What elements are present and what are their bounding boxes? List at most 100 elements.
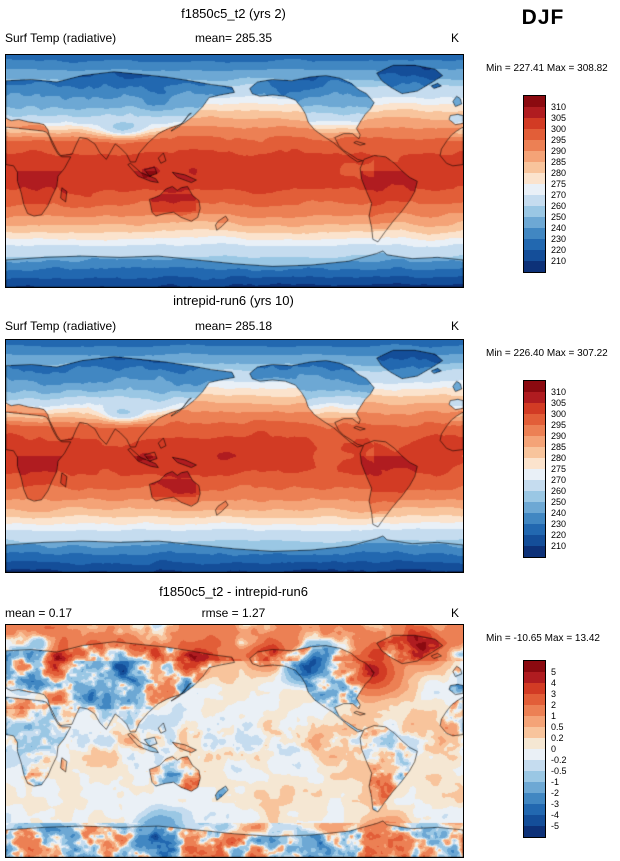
colorbar-block: [524, 535, 545, 546]
colorbar-tick: 300: [551, 124, 567, 134]
model2-temperature-map: [5, 339, 464, 573]
colorbar-tick: -3: [551, 799, 560, 809]
colorbar-tick: 240: [551, 223, 567, 233]
colorbar-tick: 230: [551, 519, 567, 529]
colorbar-tick: 290: [551, 431, 567, 441]
colorbar-block: [524, 151, 545, 162]
colorbar-tick: 275: [551, 464, 567, 474]
colorbar-tick: 305: [551, 113, 567, 123]
colorbar-tick: 0.2: [551, 733, 564, 743]
colorbar-block: [524, 524, 545, 535]
colorbar-block: [524, 804, 545, 815]
difference-map: [5, 624, 464, 858]
colorbar-tick: 1: [551, 711, 557, 721]
panel3-minmax-label: Min = -10.65 Max = 13.42: [486, 633, 600, 644]
panel1-header: Surf Temp (radiative) mean= 285.35 K: [5, 31, 462, 45]
colorbar-block: [524, 513, 545, 524]
colorbar-block: [524, 815, 545, 826]
colorbar-tick: 280: [551, 168, 567, 178]
colorbar-tick: -0.5: [551, 766, 567, 776]
panel2-minmax-label: Min = 226.40 Max = 307.22: [486, 348, 608, 359]
colorbar-block: [524, 250, 545, 261]
colorbar-tick: 280: [551, 453, 567, 463]
colorbar-block: [524, 184, 545, 195]
colorbar-block: [524, 447, 545, 458]
panel3-header: mean = 0.17 rmse = 1.27 K: [5, 606, 462, 620]
colorbar-tick: 275: [551, 179, 567, 189]
colorbar-block: [524, 738, 545, 749]
colorbar-tick: 220: [551, 245, 567, 255]
colorbar-tick: 260: [551, 486, 567, 496]
colorbar-tick: 305: [551, 398, 567, 408]
panel2-colorbar: 310 305 300 295 290 285 280 275 270 260 250 240 230 2…: [523, 380, 566, 558]
colorbar-block: [524, 162, 545, 173]
colorbar-blocks: [523, 660, 546, 838]
colorbar-tick: 285: [551, 157, 567, 167]
colorbar-block: [524, 727, 545, 738]
panel1-variable-label: Surf Temp (radiative): [5, 31, 117, 45]
colorbar-tick: 300: [551, 409, 567, 419]
colorbar-tick: 210: [551, 256, 567, 266]
panel3-title: f1850c5_t2 - intrepid-run6: [159, 584, 308, 599]
colorbar-block: [524, 793, 545, 804]
colorbar-tick: 290: [551, 146, 567, 156]
colorbar-block: [524, 771, 545, 782]
colorbar-tick: 5: [551, 667, 557, 677]
colorbar-blocks: [523, 380, 546, 558]
colorbar-tick: 310: [551, 102, 567, 112]
panel1-mean-label: mean= 285.35: [194, 31, 273, 45]
colorbar-block: [524, 392, 545, 403]
colorbar-block: [524, 760, 545, 771]
colorbar-tick: 260: [551, 201, 567, 211]
colorbar-tick: 285: [551, 442, 567, 452]
colorbar-block: [524, 491, 545, 502]
colorbar-block: [524, 96, 545, 107]
panel2-variable-label: Surf Temp (radiative): [5, 319, 117, 333]
colorbar-block: [524, 173, 545, 184]
model1-temperature-map: [5, 54, 464, 288]
panel3-rmse-label: rmse = 1.27: [201, 606, 266, 620]
colorbar-tick: 0: [551, 744, 557, 754]
panel2-units-label: K: [450, 319, 459, 333]
season-label: DJF: [521, 6, 565, 29]
panel2-title: intrepid-run6 (yrs 10): [173, 293, 294, 308]
panel3-colorbar: 5 4 3 2 1 0.5 0.2 0 -0.2 -0.5 -1 -2 -3 -4 -5: [523, 660, 567, 838]
colorbar-block: [524, 705, 545, 716]
colorbar-block: [524, 672, 545, 683]
panel1-title: f1850c5_t2 (yrs 2): [181, 6, 286, 21]
colorbar-tick: -1: [551, 777, 560, 787]
colorbar-block: [524, 118, 545, 129]
colorbar-tick: 295: [551, 420, 567, 430]
colorbar-block: [524, 716, 545, 727]
colorbar-block: [524, 239, 545, 250]
colorbar-tick: 210: [551, 541, 567, 551]
colorbar-block: [524, 228, 545, 239]
colorbar-block: [524, 140, 545, 151]
colorbar-block: [524, 661, 545, 672]
colorbar-tick: 295: [551, 135, 567, 145]
colorbar-block: [524, 480, 545, 491]
colorbar-block: [524, 107, 545, 118]
colorbar-block: [524, 469, 545, 480]
colorbar-tick: 250: [551, 212, 567, 222]
colorbar-block: [524, 458, 545, 469]
colorbar-blocks: [523, 95, 546, 273]
panel2-mean-label: mean= 285.18: [194, 319, 273, 333]
colorbar-block: [524, 826, 545, 837]
colorbar-block: [524, 546, 545, 557]
colorbar-block: [524, 436, 545, 447]
panel1-colorbar: 310 305 300 295 290 285 280 275 270 260 250 240 230 2…: [523, 95, 566, 273]
panel3-mean-label: mean = 0.17: [5, 606, 73, 620]
colorbar-block: [524, 414, 545, 425]
colorbar-tick: 0.5: [551, 722, 564, 732]
colorbar-tick: 310: [551, 387, 567, 397]
colorbar-block: [524, 195, 545, 206]
colorbar-tick: 2: [551, 700, 557, 710]
colorbar-block: [524, 683, 545, 694]
colorbar-block: [524, 129, 545, 140]
panel2-header: Surf Temp (radiative) mean= 285.18 K: [5, 319, 462, 333]
colorbar-block: [524, 403, 545, 414]
panel1-minmax-label: Min = 227.41 Max = 308.82: [486, 63, 608, 74]
colorbar-block: [524, 217, 545, 228]
